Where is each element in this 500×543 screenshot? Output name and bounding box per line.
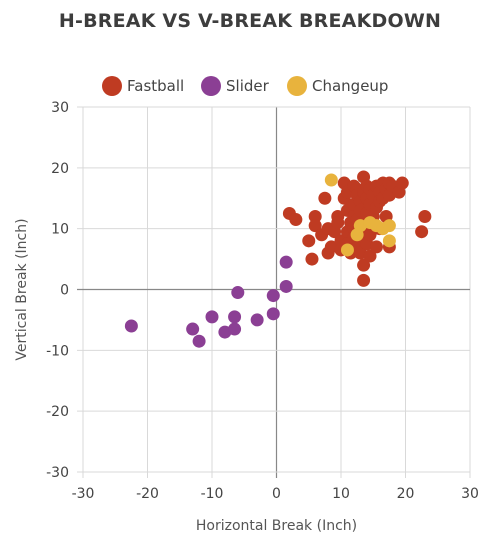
- data-point: [395, 176, 409, 190]
- x-tick-label: -10: [201, 486, 224, 502]
- legend-label: Fastball: [127, 77, 184, 95]
- y-tick-label: 10: [51, 222, 69, 238]
- y-tick-label: -30: [46, 465, 69, 481]
- data-point: [192, 334, 206, 348]
- legend-marker: [287, 76, 307, 96]
- x-tick-label: 20: [397, 486, 415, 502]
- data-point: [418, 210, 432, 223]
- data-point: [228, 310, 242, 324]
- data-point: [318, 191, 332, 205]
- data-point: [279, 255, 293, 269]
- legend-label: Changeup: [312, 77, 388, 95]
- chart-title: H-BREAK VS V-BREAK BREAKDOWN: [58, 10, 442, 32]
- data-point: [124, 319, 138, 333]
- y-tick-label: 20: [51, 161, 69, 177]
- legend-marker: [102, 76, 122, 96]
- data-point: [266, 307, 280, 321]
- data-point: [250, 313, 264, 327]
- data-point: [308, 210, 322, 223]
- data-point: [308, 219, 322, 233]
- data-point: [357, 273, 371, 287]
- data-point: [340, 243, 354, 257]
- data-point: [331, 216, 345, 230]
- data-point: [302, 234, 316, 248]
- data-point: [415, 225, 429, 239]
- data-point: [205, 310, 219, 324]
- data-point: [382, 234, 396, 248]
- x-axis-label: Horizontal Break (Inch): [196, 518, 357, 534]
- data-point: [324, 173, 338, 187]
- x-tick-label: 30: [461, 486, 479, 502]
- y-tick-label: -20: [46, 404, 69, 420]
- x-tick-label: -30: [72, 486, 95, 502]
- data-point: [279, 279, 293, 293]
- y-tick-label: 30: [51, 100, 69, 116]
- data-point: [228, 322, 242, 336]
- legend-label: Slider: [226, 77, 270, 95]
- data-point: [289, 213, 303, 227]
- x-tick-label: -20: [136, 486, 159, 502]
- y-tick-label: 0: [60, 283, 69, 299]
- x-tick-label: 10: [332, 486, 350, 502]
- data-point: [266, 289, 280, 303]
- data-point: [369, 240, 383, 254]
- y-tick-label: -10: [46, 343, 69, 359]
- data-point: [186, 322, 200, 336]
- data-point: [363, 249, 377, 263]
- data-point: [231, 286, 245, 300]
- data-point: [382, 219, 396, 233]
- y-axis-label: Vertical Break (Inch): [14, 218, 30, 360]
- data-point: [305, 252, 319, 266]
- data-point: [357, 258, 371, 272]
- x-tick-label: 0: [272, 486, 281, 502]
- legend-marker: [201, 76, 221, 96]
